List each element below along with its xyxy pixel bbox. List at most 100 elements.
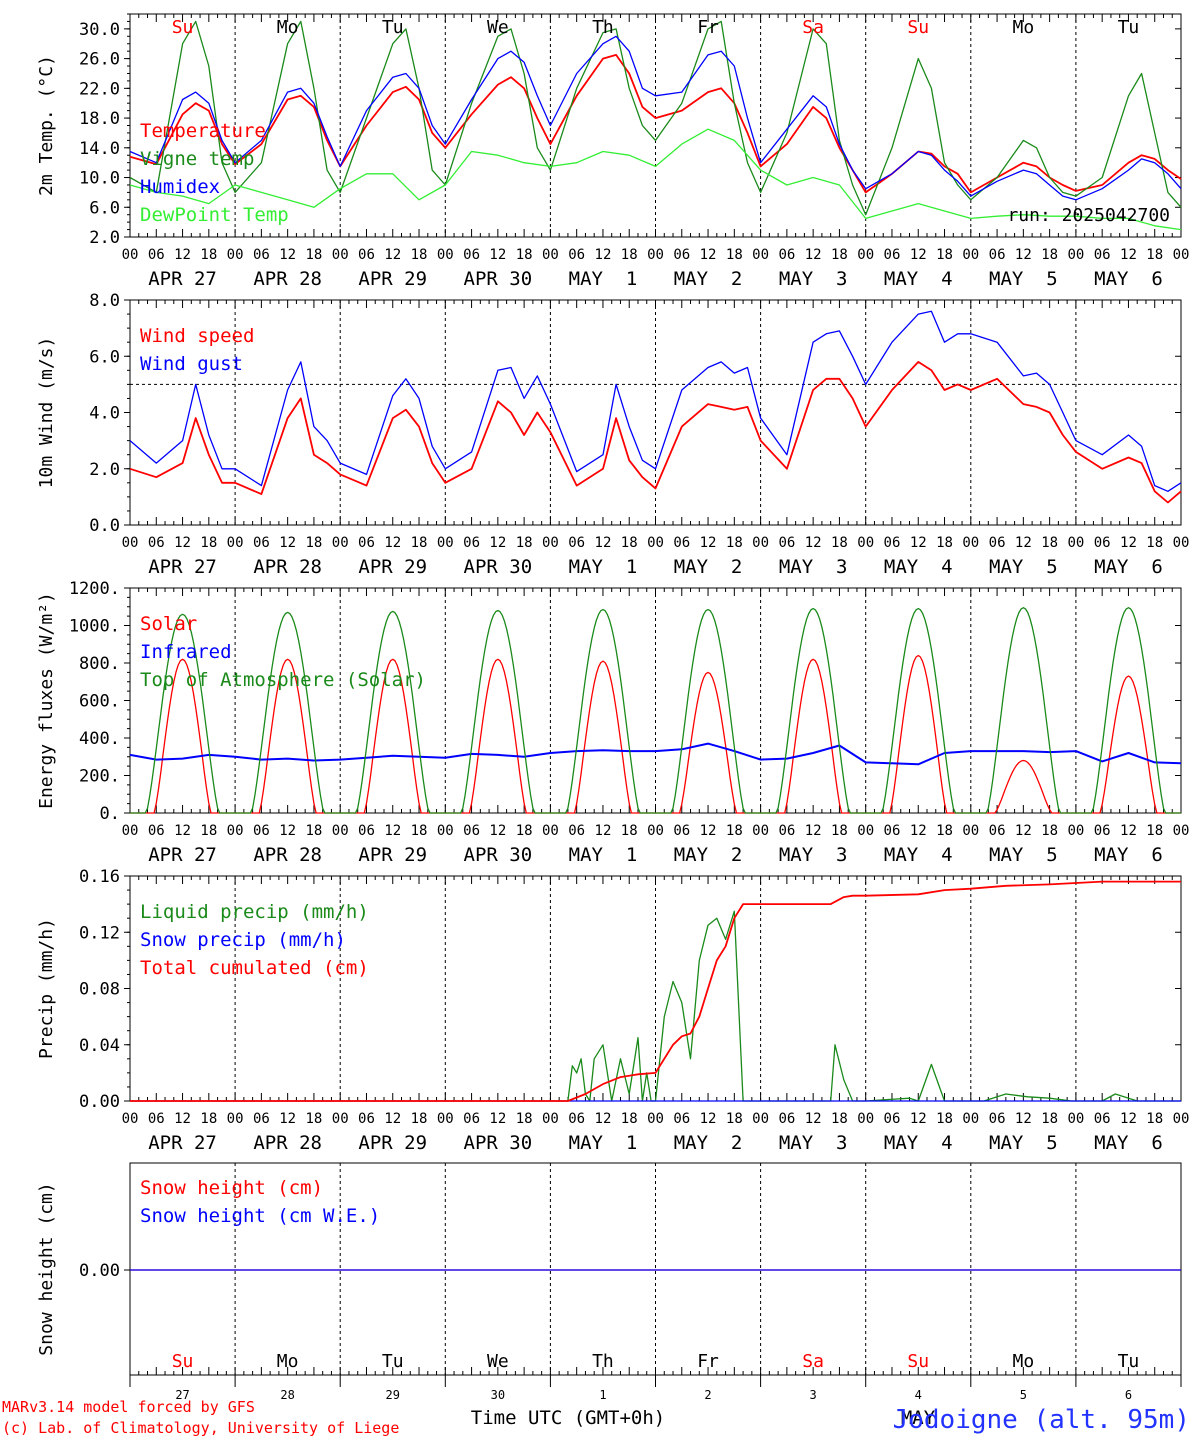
hour-tick-label: 18 (516, 247, 533, 263)
hour-tick-label: 12 (1015, 535, 1032, 551)
y-tick-label: 8.0 (89, 291, 120, 311)
hour-tick-label: 00 (1173, 535, 1190, 551)
hour-tick-label: 12 (700, 1111, 717, 1127)
date-label: APR 27 (148, 1132, 217, 1154)
hour-tick-label: 00 (1067, 1111, 1084, 1127)
day-number-label: 3 (810, 1388, 817, 1402)
hour-tick-label: 06 (568, 247, 585, 263)
hour-tick-label: 06 (989, 247, 1006, 263)
day-name-label: Fr (697, 17, 719, 38)
legend-entry: Snow precip (mm/h) (140, 929, 346, 951)
series-line-dewpoint-temp (129, 128, 1182, 231)
hour-tick-label: 18 (726, 247, 743, 263)
hour-tick-label: 00 (962, 247, 979, 263)
hour-tick-label: 12 (700, 823, 717, 839)
date-label: APR 28 (253, 1132, 322, 1154)
hour-tick-label: 06 (463, 535, 480, 551)
date-label: APR 27 (148, 268, 217, 290)
date-label: MAY 3 (779, 268, 848, 290)
hour-tick-label: 00 (1173, 1111, 1190, 1127)
hour-tick-label: 00 (857, 823, 874, 839)
y-tick-label: 400. (79, 729, 120, 749)
hour-tick-label: 06 (1094, 1111, 1111, 1127)
y-tick-label: 30.0 (79, 20, 120, 40)
hour-tick-label: 06 (253, 823, 270, 839)
date-label: APR 28 (253, 556, 322, 578)
y-tick-label: 14.0 (79, 139, 120, 159)
hour-tick-label: 06 (989, 823, 1006, 839)
y-tick-label: 0.16 (79, 867, 120, 887)
legend-entry: Total cumulated (cm) (140, 957, 369, 979)
hour-tick-label: 18 (936, 247, 953, 263)
hour-tick-label: 18 (200, 823, 217, 839)
day-name-label: Sa (802, 17, 824, 38)
hour-tick-label: 00 (437, 247, 454, 263)
x-axis-title: Time UTC (GMT+0h) (471, 1407, 665, 1429)
y-tick-label: 0.04 (79, 1036, 120, 1056)
date-label: MAY 4 (884, 844, 953, 866)
y-tick-label: 200. (79, 767, 120, 787)
station-label: Jodoigne (alt. 95m) (893, 1405, 1190, 1435)
hour-tick-label: 12 (384, 1111, 401, 1127)
date-label: MAY 1 (569, 268, 638, 290)
day-name-label: Fr (697, 1351, 719, 1372)
date-label: MAY 2 (674, 844, 743, 866)
hour-tick-label: 00 (857, 1111, 874, 1127)
hour-tick-label: 00 (752, 823, 769, 839)
day-name-label: Su (172, 17, 194, 38)
legend-entry: Top of Atmosphere (Solar) (140, 669, 426, 691)
date-label: APR 28 (253, 844, 322, 866)
plot-frame (129, 299, 1182, 526)
hour-tick-label: 06 (1094, 535, 1111, 551)
day-number-label: 27 (175, 1388, 189, 1402)
hour-tick-label: 00 (437, 823, 454, 839)
series-line-temperature (129, 54, 1182, 194)
hour-tick-label: 12 (910, 247, 927, 263)
hour-tick-label: 18 (831, 1111, 848, 1127)
hour-tick-label: 12 (595, 1111, 612, 1127)
date-label: MAY 6 (1094, 556, 1163, 578)
hour-tick-label: 18 (411, 823, 428, 839)
legend-entry: Temperature (140, 120, 266, 142)
date-label: MAY 6 (1094, 844, 1163, 866)
plot-frame (129, 587, 1182, 814)
hour-tick-label: 06 (358, 535, 375, 551)
day-name-label: Tu (1118, 1351, 1140, 1372)
hour-tick-label: 06 (148, 247, 165, 263)
y-tick-label: 6.0 (89, 347, 120, 367)
hour-tick-label: 00 (857, 535, 874, 551)
panel-4: 0.00 0.04 0.08 0.12 0.16 Precip (mm/h) Liquid … (36, 867, 1189, 1154)
hour-tick-label: 06 (673, 823, 690, 839)
hour-tick-label: 06 (673, 1111, 690, 1127)
hour-tick-label: 00 (962, 1111, 979, 1127)
hour-tick-label: 00 (647, 823, 664, 839)
hour-tick-label: 00 (857, 247, 874, 263)
date-label: APR 28 (253, 268, 322, 290)
hour-tick-label: 12 (595, 247, 612, 263)
hour-tick-label: 00 (122, 535, 139, 551)
hour-tick-label: 18 (621, 823, 638, 839)
day-number-label: 29 (386, 1388, 400, 1402)
day-name-label: Tu (382, 17, 404, 38)
day-name-label: Mo (277, 17, 299, 38)
day-number-label: 2 (704, 1388, 711, 1402)
y-tick-label: 18.0 (79, 109, 120, 129)
hour-tick-label: 18 (726, 1111, 743, 1127)
hour-tick-label: 18 (831, 535, 848, 551)
lab-credit-line: (c) Lab. of Climatology, University of L… (2, 1419, 399, 1437)
date-label: MAY 3 (779, 1132, 848, 1154)
panel-5: 0.00 Snow height (cm) Snow height (cm) Snow… (36, 1162, 1182, 1402)
legend-entry: Solar (140, 613, 197, 635)
hour-tick-label: 12 (910, 1111, 927, 1127)
hour-tick-label: 06 (778, 247, 795, 263)
hour-tick-label: 06 (148, 1111, 165, 1127)
date-label: MAY 4 (884, 1132, 953, 1154)
hour-tick-label: 18 (1041, 823, 1058, 839)
hour-tick-label: 00 (1173, 823, 1190, 839)
legend-entry: Vigne temp (140, 148, 254, 170)
hour-tick-label: 06 (463, 1111, 480, 1127)
hour-tick-label: 06 (989, 1111, 1006, 1127)
y-tick-label: 10.0 (79, 169, 120, 189)
date-label: APR 29 (358, 556, 427, 578)
hour-tick-label: 12 (174, 1111, 191, 1127)
